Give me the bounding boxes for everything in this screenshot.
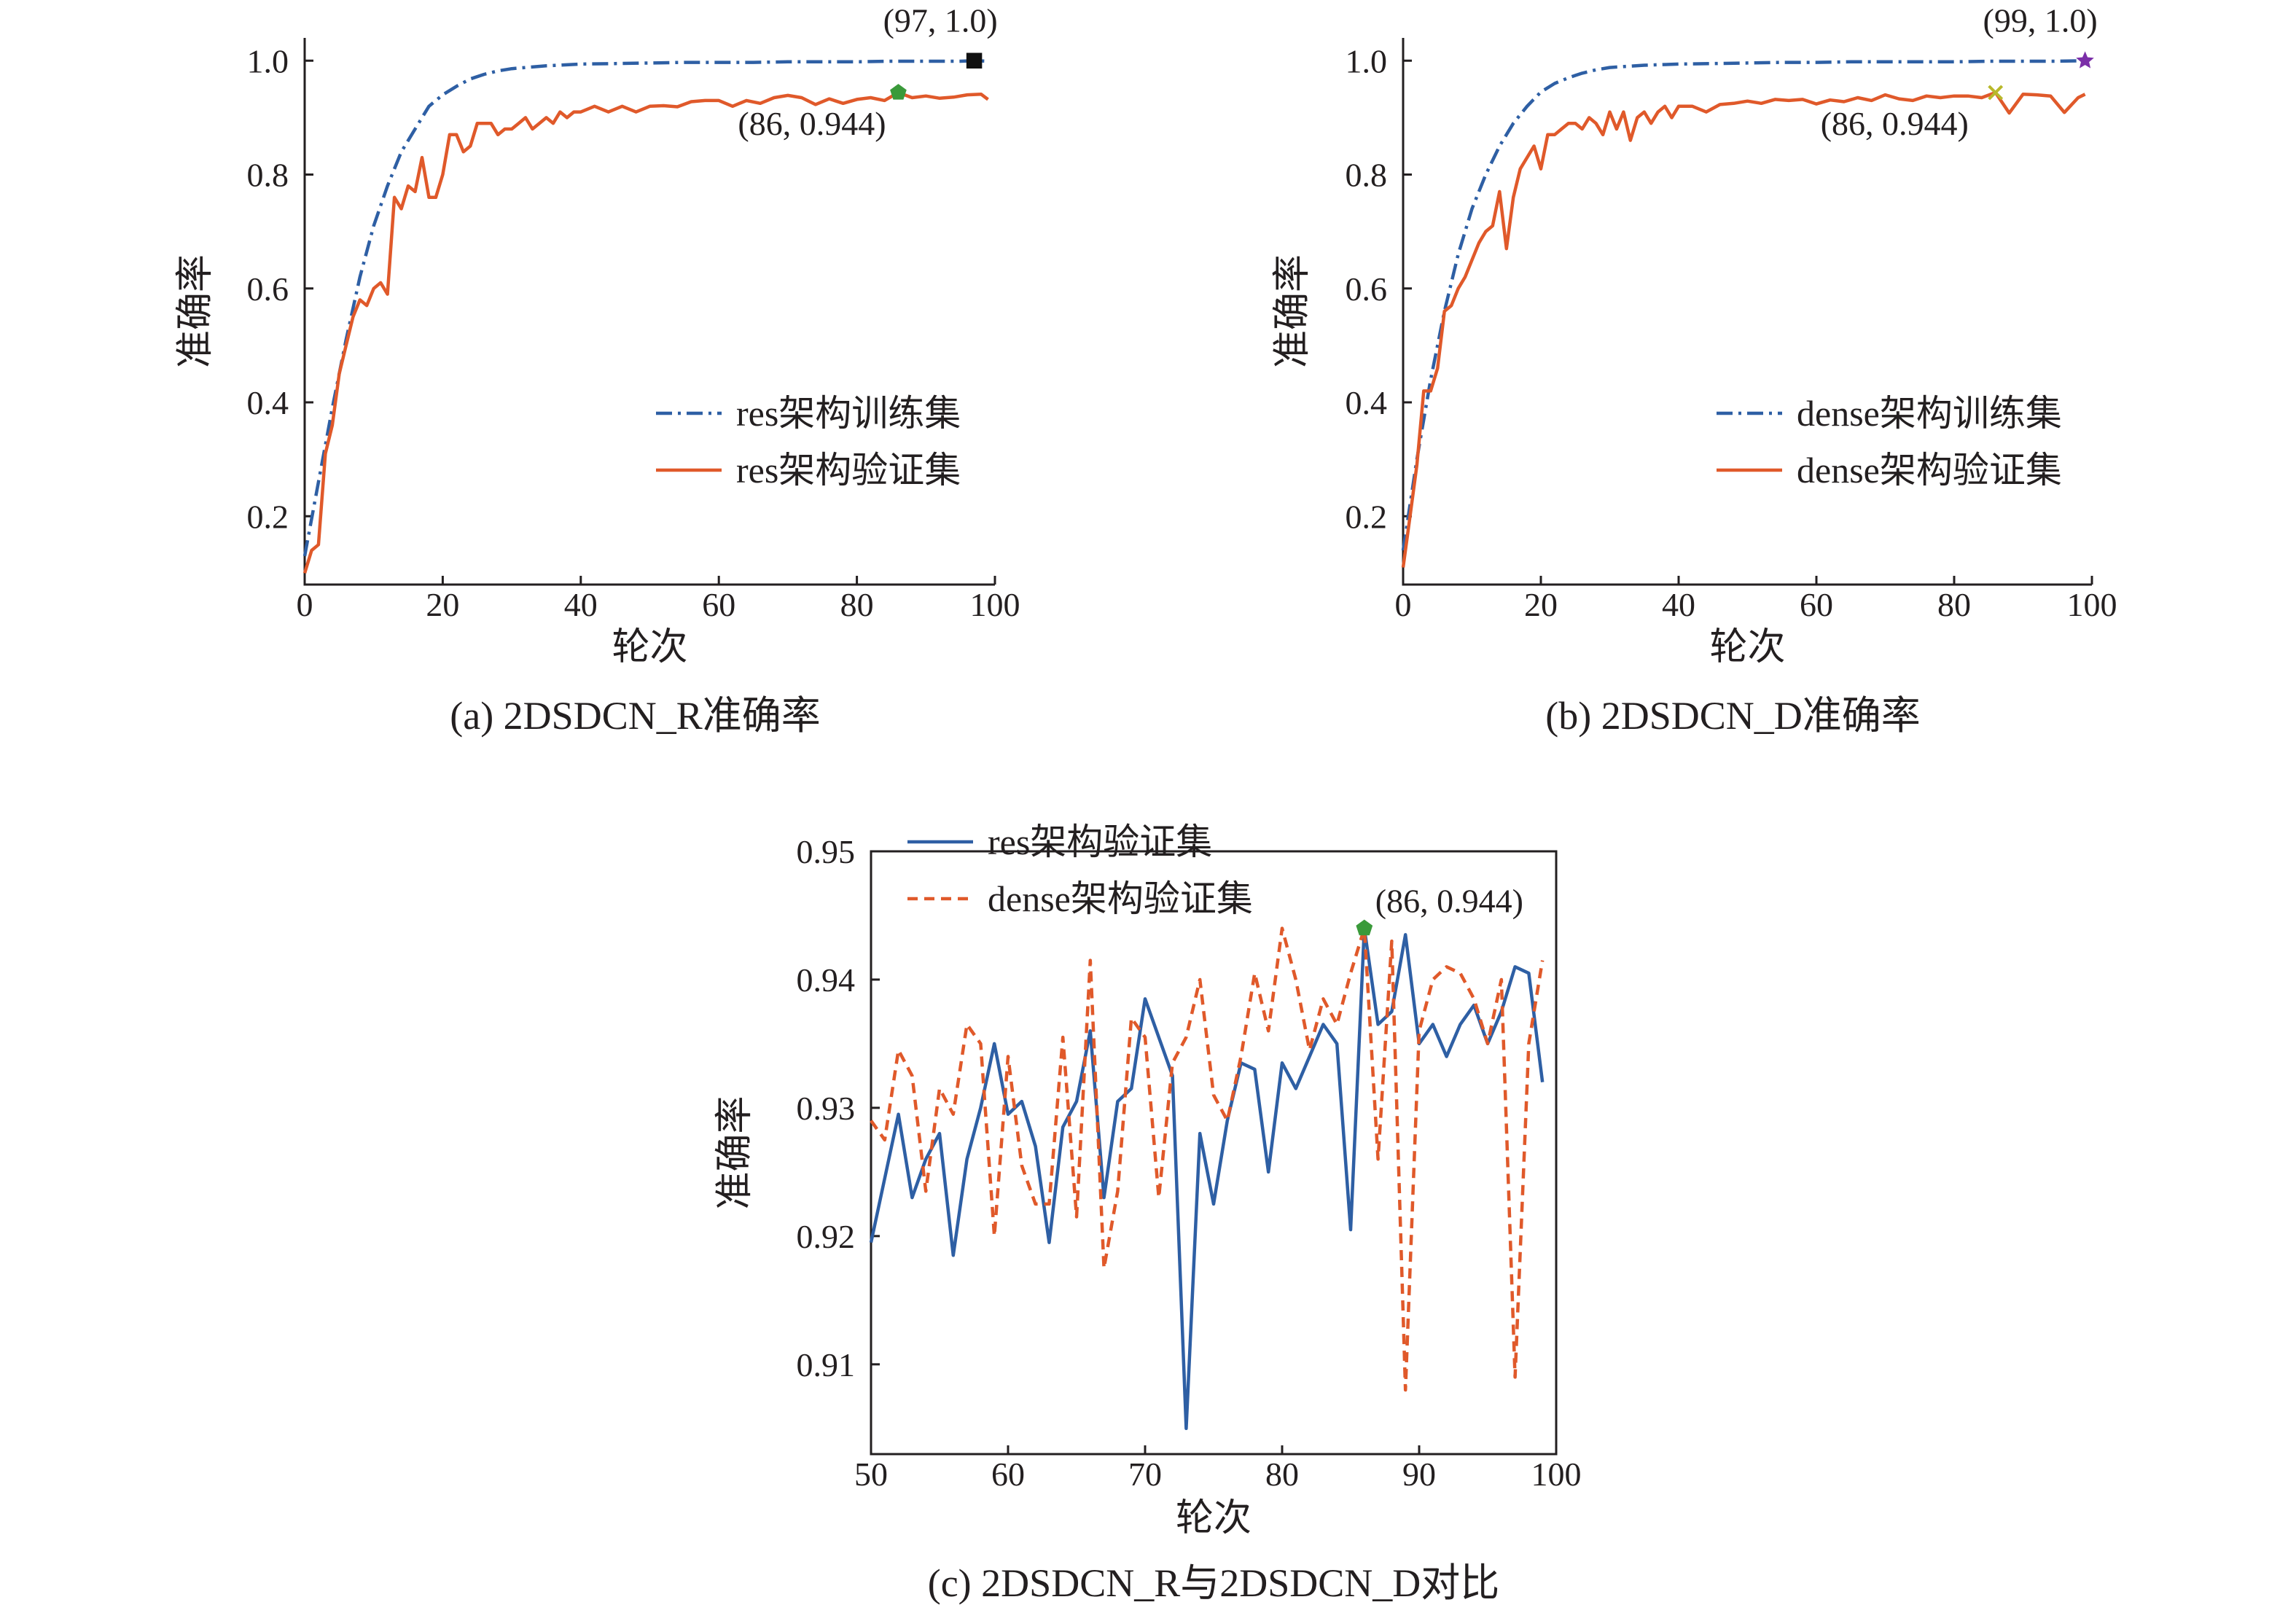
annotation-marker [1356, 919, 1373, 936]
y-tick-label: 0.91 [797, 1346, 856, 1383]
y-tick-label: 0.4 [1346, 384, 1388, 421]
annotation-label: (99, 1.0) [1983, 1, 2098, 39]
series-line-0 [869, 926, 1545, 1431]
y-tick-label: 0.8 [1346, 157, 1388, 194]
y-tick-label: 0.6 [1346, 270, 1388, 308]
legend-label: dense架构训练集 [1797, 393, 2062, 434]
chart-panel-1: 0 20 40 60 80 100 0.2 0.4 0.6 0.8 1.0 轮次 准确率 dense架构训… [1272, 1, 2117, 738]
annotation-label: (97, 1.0) [883, 1, 998, 39]
x-tick-label: 70 [1128, 1456, 1162, 1493]
x-tick-label: 100 [1531, 1456, 1582, 1493]
x-tick-label: 0 [1395, 586, 1412, 623]
x-tick-label: 80 [840, 586, 874, 623]
x-tick-label: 100 [970, 586, 1020, 623]
y-tick-label: 0.8 [247, 157, 289, 194]
x-tick-label: 40 [564, 586, 598, 623]
x-tick-label: 20 [1524, 586, 1558, 623]
plot-axes [1402, 38, 2092, 586]
chart-caption: (a) 2DSDCN_R准确率 [450, 694, 821, 738]
x-tick-label: 60 [991, 1456, 1025, 1493]
annotation-label: (86, 0.944) [738, 105, 886, 142]
annotation-marker [890, 84, 907, 100]
x-tick-label: 80 [1937, 586, 1971, 623]
annotation-label: (86, 0.944) [1375, 883, 1523, 920]
y-axis-label: 准确率 [1272, 254, 1313, 368]
y-tick-label: 0.2 [247, 498, 289, 535]
series-line-0 [1401, 59, 2085, 551]
x-axis-label: 轮次 [1176, 1498, 1252, 1539]
chart-panel-2: 50 60 70 80 90 100 0.91 0.92 0.93 0.94 0.95 轮次 准确率 re… [714, 821, 1582, 1605]
y-tick-label: 0.4 [247, 384, 289, 421]
x-tick-label: 40 [1662, 586, 1695, 623]
chart-panel-0: 0 20 40 60 80 100 0.2 0.4 0.6 0.8 1.0 轮次 准确率 res架构训练集… [175, 1, 1020, 738]
plot-frame [870, 850, 1558, 1456]
legend-label: dense架构验证集 [1797, 450, 2062, 491]
y-axis-label: 准确率 [175, 254, 216, 368]
legend-label: res架构验证集 [736, 450, 961, 491]
series-line-1 [1401, 90, 2086, 568]
legend-label: res架构训练集 [736, 393, 961, 434]
y-axis-label: 准确率 [714, 1095, 756, 1209]
y-tick-label: 0.2 [1346, 498, 1388, 535]
series-line-0 [302, 59, 988, 557]
series-line-1 [870, 926, 1545, 1392]
y-tick-label: 1.0 [247, 42, 289, 79]
x-axis-label: 轮次 [612, 627, 687, 668]
chart-caption: (c) 2DSDCN_R与2DSDCN_D对比 [928, 1561, 1500, 1605]
plot-axes [303, 38, 995, 586]
annotation-marker [966, 52, 983, 69]
y-tick-label: 0.92 [797, 1218, 856, 1255]
y-tick-label: 0.93 [797, 1090, 856, 1127]
x-tick-label: 50 [854, 1456, 888, 1493]
annotation-marker [2076, 51, 2094, 69]
legend-label: dense架构验证集 [988, 878, 1253, 919]
series-line-1 [302, 90, 989, 574]
chart-caption: (b) 2DSDCN_D准确率 [1545, 694, 1921, 738]
x-tick-label: 0 [297, 586, 313, 623]
y-tick-label: 0.6 [247, 270, 289, 308]
y-tick-label: 0.95 [797, 833, 856, 870]
y-tick-label: 0.94 [797, 961, 856, 999]
legend-label: res架构验证集 [988, 821, 1212, 862]
x-tick-label: 60 [702, 586, 735, 623]
x-tick-label: 100 [2067, 586, 2117, 623]
x-tick-label: 60 [1800, 586, 1833, 623]
x-tick-label: 80 [1265, 1456, 1299, 1493]
x-tick-label: 20 [426, 586, 459, 623]
x-axis-label: 轮次 [1709, 627, 1785, 668]
annotation-label: (86, 0.944) [1821, 105, 1969, 142]
annotation-marker [1988, 85, 2004, 101]
y-tick-label: 1.0 [1346, 42, 1388, 79]
x-tick-label: 90 [1402, 1456, 1436, 1493]
